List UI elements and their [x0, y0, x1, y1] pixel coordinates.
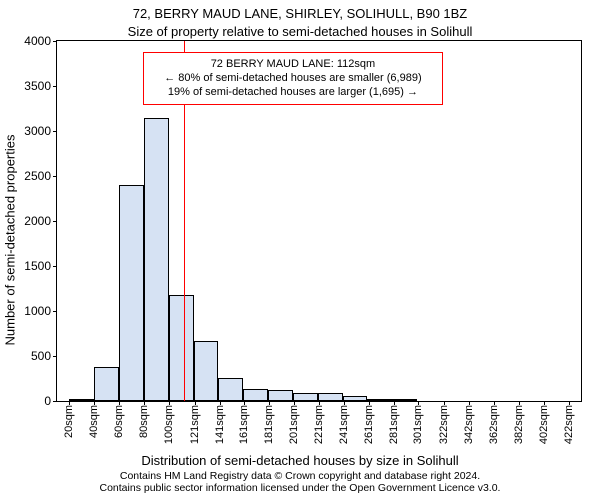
annotation-box: 72 BERRY MAUD LANE: 112sqm← 80% of semi-… — [143, 52, 443, 105]
histogram-bar — [268, 390, 293, 401]
histogram-bar — [318, 393, 343, 401]
histogram-bar — [194, 341, 219, 401]
x-tick-label: 201sqm — [288, 405, 300, 444]
y-tick-mark — [53, 86, 57, 87]
x-tick-label: 40sqm — [88, 405, 100, 438]
x-tick-label: 161sqm — [238, 405, 250, 444]
y-tick-label: 3500 — [24, 79, 51, 93]
annotation-line: ← 80% of semi-detached houses are smalle… — [150, 71, 436, 85]
x-tick-label: 301sqm — [412, 405, 424, 444]
chart-container: { "chart": { "type": "histogram", "title… — [0, 0, 600, 500]
histogram-bar — [293, 393, 318, 401]
y-tick-mark — [53, 41, 57, 42]
histogram-bar — [243, 389, 268, 401]
histogram-bar — [343, 396, 368, 401]
y-tick-label: 4000 — [24, 34, 51, 48]
x-tick-label: 20sqm — [63, 405, 75, 438]
x-tick-label: 281sqm — [388, 405, 400, 444]
y-tick-mark — [53, 266, 57, 267]
y-tick-label: 500 — [31, 349, 51, 363]
y-axis-label: Number of semi-detached properties — [3, 135, 18, 346]
x-tick-label: 181sqm — [263, 405, 275, 444]
chart-subtitle: Size of property relative to semi-detach… — [0, 24, 600, 39]
histogram-bar — [392, 399, 417, 401]
y-tick-label: 2000 — [24, 214, 51, 228]
y-tick-mark — [53, 401, 57, 402]
y-tick-label: 1000 — [24, 304, 51, 318]
histogram-bar — [69, 399, 94, 401]
x-tick-label: 241sqm — [338, 405, 350, 444]
x-tick-label: 422sqm — [563, 405, 575, 444]
x-tick-label: 362sqm — [488, 405, 500, 444]
histogram-bar — [367, 399, 392, 401]
y-tick-label: 2500 — [24, 169, 51, 183]
annotation-line: 19% of semi-detached houses are larger (… — [150, 85, 436, 99]
y-tick-mark — [53, 311, 57, 312]
x-axis-label: Distribution of semi-detached houses by … — [0, 453, 600, 468]
histogram-bar — [94, 367, 119, 401]
y-tick-mark — [53, 356, 57, 357]
plot-area: 0500100015002000250030003500400020sqm40s… — [56, 40, 582, 402]
x-tick-label: 322sqm — [438, 405, 450, 444]
x-tick-label: 80sqm — [138, 405, 150, 438]
histogram-bar — [169, 295, 194, 401]
x-tick-label: 261sqm — [363, 405, 375, 444]
footer-attribution: Contains HM Land Registry data © Crown c… — [0, 470, 600, 495]
histogram-bar — [144, 118, 169, 402]
x-tick-label: 100sqm — [163, 405, 175, 444]
x-tick-label: 121sqm — [189, 405, 201, 444]
x-tick-label: 60sqm — [113, 405, 125, 438]
y-tick-label: 0 — [44, 394, 51, 408]
y-tick-mark — [53, 221, 57, 222]
annotation-line: 72 BERRY MAUD LANE: 112sqm — [150, 57, 436, 71]
y-tick-label: 3000 — [24, 124, 51, 138]
x-tick-label: 141sqm — [214, 405, 226, 444]
y-tick-mark — [53, 176, 57, 177]
x-tick-label: 342sqm — [463, 405, 475, 444]
histogram-bar — [218, 378, 243, 401]
x-tick-label: 402sqm — [538, 405, 550, 444]
chart-title: 72, BERRY MAUD LANE, SHIRLEY, SOLIHULL, … — [0, 6, 600, 21]
footer-line-1: Contains HM Land Registry data © Crown c… — [0, 470, 600, 483]
histogram-bar — [119, 185, 144, 401]
y-tick-label: 1500 — [24, 259, 51, 273]
x-tick-label: 382sqm — [513, 405, 525, 444]
x-tick-label: 221sqm — [313, 405, 325, 444]
footer-line-2: Contains public sector information licen… — [0, 482, 600, 495]
y-tick-mark — [53, 131, 57, 132]
